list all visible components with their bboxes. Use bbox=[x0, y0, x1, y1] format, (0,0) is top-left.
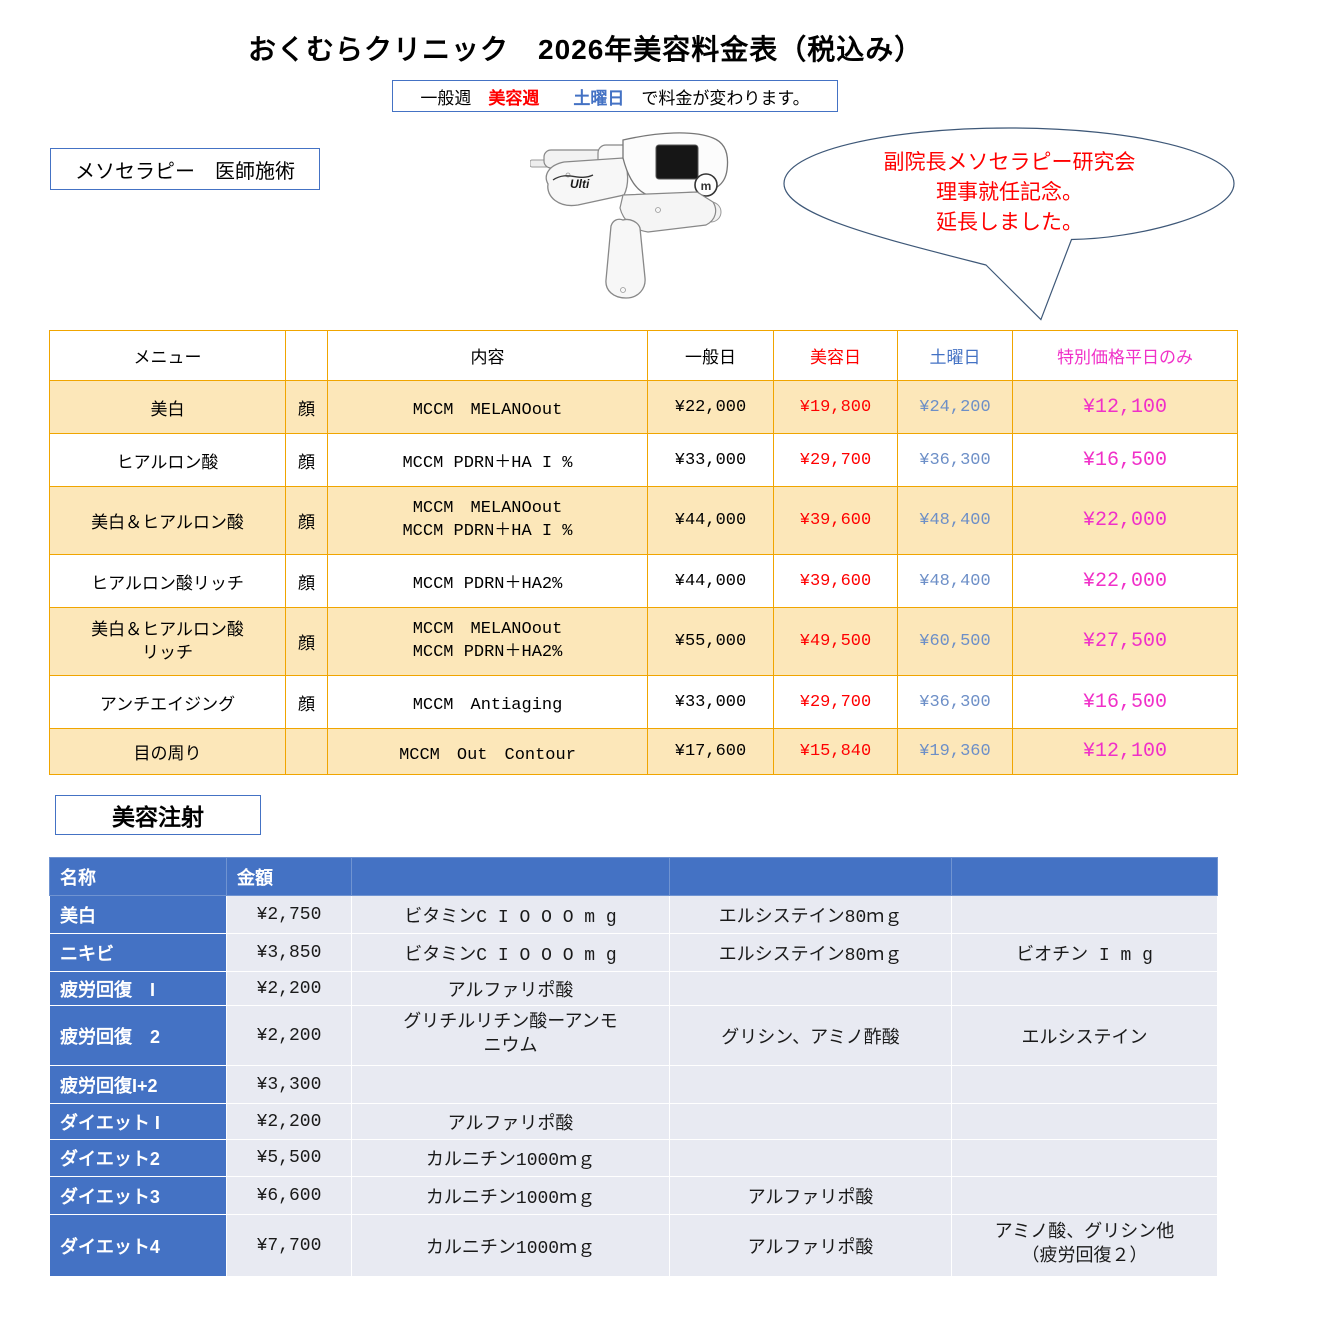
svg-text:m: m bbox=[701, 179, 712, 193]
svg-text:Ulti: Ulti bbox=[570, 177, 590, 191]
